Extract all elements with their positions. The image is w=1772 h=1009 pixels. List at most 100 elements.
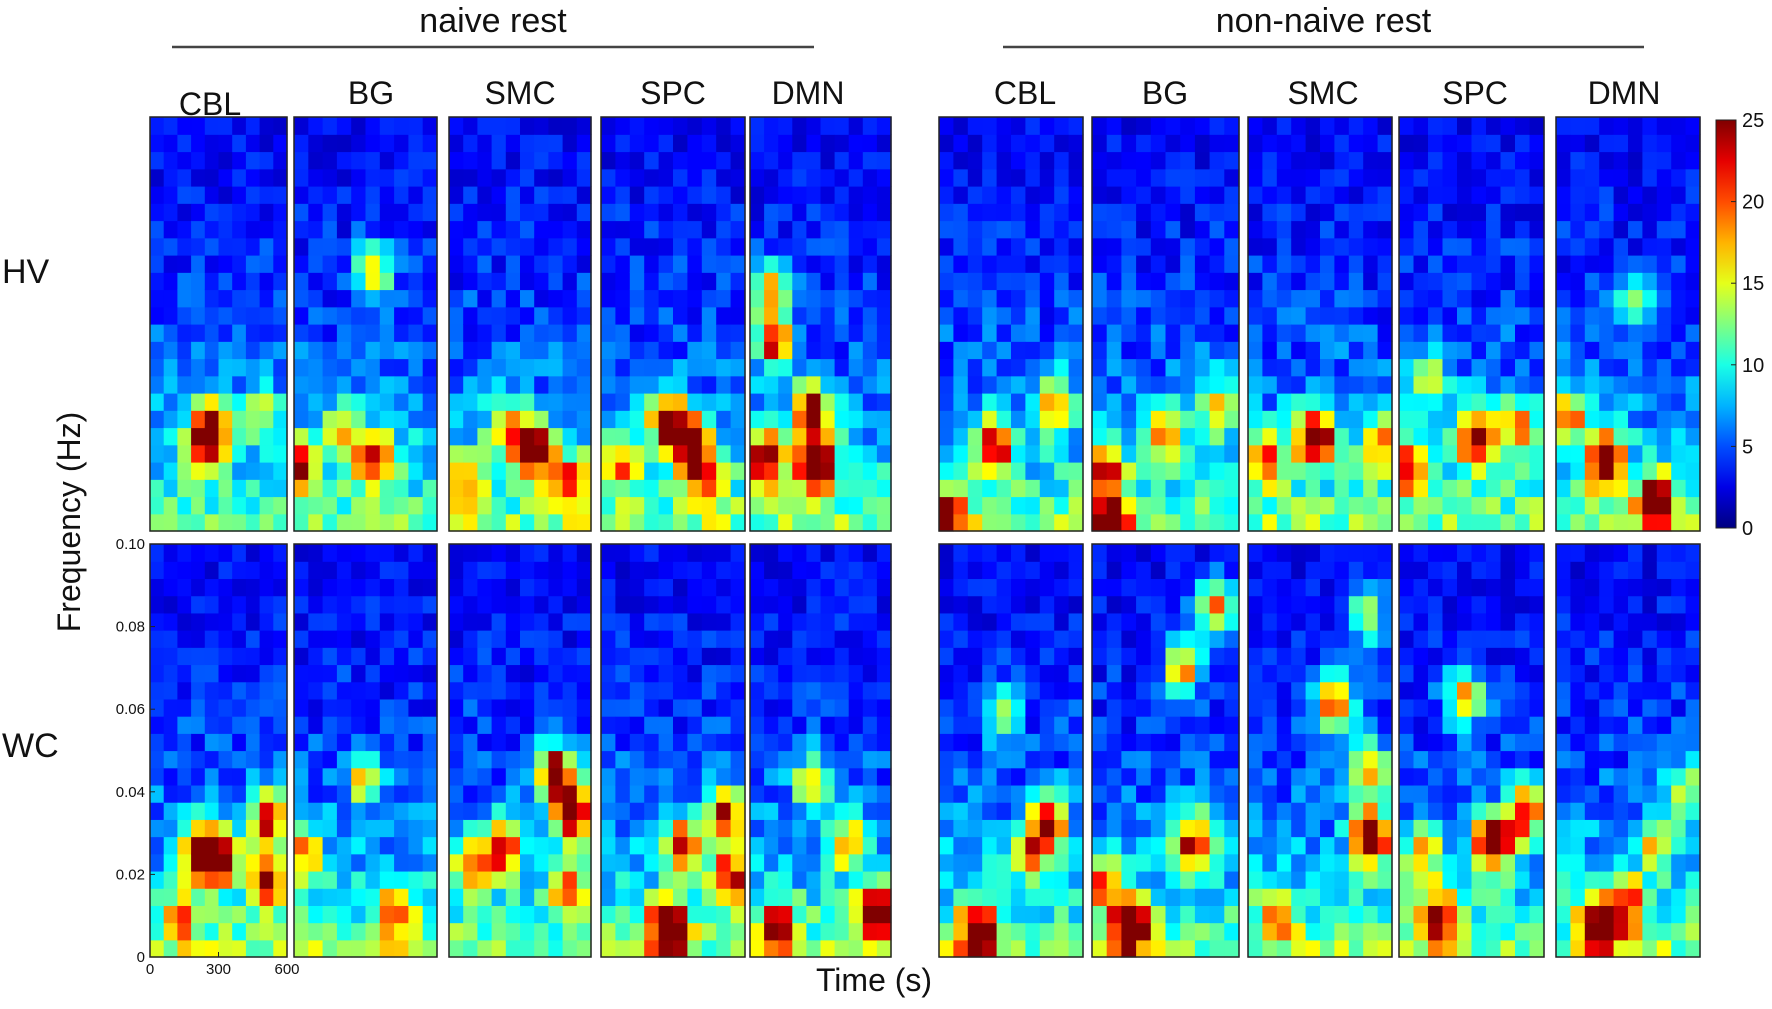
heatmap-cell [1106, 324, 1122, 342]
heatmap-cell [764, 561, 779, 580]
heatmap-cell [1399, 939, 1415, 958]
heatmap-cell [1194, 664, 1211, 683]
heatmap-cell [967, 767, 983, 786]
heatmap-cell [601, 664, 616, 683]
heatmap-cell [232, 462, 247, 480]
heatmap-cell [1377, 358, 1393, 377]
heatmap-cell [394, 324, 409, 342]
heatmap-cell [1320, 733, 1335, 752]
heatmap-cell [232, 358, 247, 377]
heatmap-cell [394, 612, 409, 631]
heatmap-cell [1248, 767, 1263, 786]
heatmap-cell [308, 513, 324, 532]
heatmap-cell [1320, 375, 1335, 394]
heatmap-cell [379, 393, 395, 411]
heatmap-cell [1500, 681, 1516, 700]
heatmap-cell [673, 237, 688, 256]
heatmap-cell [1685, 905, 1701, 924]
heatmap-cell [967, 306, 983, 325]
heatmap-cell [1320, 341, 1335, 360]
heatmap-cell [1276, 612, 1292, 631]
heatmap-cell [1628, 358, 1643, 377]
heatmap-cell [996, 220, 1012, 239]
heatmap-cell [1180, 664, 1196, 683]
heatmap-cell [1180, 630, 1196, 648]
heatmap-cell [1628, 444, 1643, 463]
heatmap-cell [1262, 393, 1278, 411]
heatmap-cell [764, 716, 779, 734]
heatmap-cell [701, 784, 717, 803]
heatmap-cell [1685, 186, 1701, 204]
heatmap-cell [1584, 496, 1600, 515]
heatmap-cell [505, 151, 521, 170]
heatmap-cell [491, 462, 507, 480]
heatmap-cell [1276, 544, 1292, 562]
heatmap-cell [1224, 733, 1240, 752]
heatmap-cell [644, 306, 660, 325]
heatmap-cell [1363, 544, 1379, 562]
heatmap-cell [1556, 819, 1571, 838]
heatmap-cell [204, 870, 220, 889]
heatmap-cell [644, 341, 660, 360]
heatmap-cell [245, 681, 261, 700]
heatmap-cell [1428, 324, 1444, 342]
heatmap-cell [778, 220, 793, 239]
heatmap-cell [273, 870, 288, 889]
heatmap-cell [534, 341, 549, 360]
heatmap-cell [1121, 888, 1137, 906]
heatmap-cell [1106, 716, 1122, 734]
heatmap-cell [1656, 716, 1672, 734]
heatmap-cell [1180, 375, 1196, 394]
heatmap-cell [1363, 186, 1379, 204]
heatmap-cell [232, 324, 247, 342]
heatmap-cell [806, 750, 822, 769]
heatmap-cell [273, 358, 288, 377]
heatmap-cell [673, 134, 688, 153]
heatmap-cell [1276, 306, 1292, 325]
heatmap-cell [658, 237, 674, 256]
heatmap-cell [1363, 427, 1379, 446]
heatmap-cell [1413, 853, 1429, 872]
heatmap-cell [848, 427, 864, 446]
heatmap-cell [1613, 819, 1629, 838]
heatmap-cell [701, 630, 717, 648]
heatmap-cell [629, 716, 645, 734]
heatmap-cell [1180, 306, 1196, 325]
heatmap-cell [764, 168, 779, 187]
heatmap-cell [1570, 151, 1586, 170]
heatmap-cell [876, 237, 892, 256]
heatmap-cell [1642, 289, 1658, 308]
heatmap-cell [1642, 561, 1658, 580]
heatmap-cell [520, 117, 535, 135]
heatmap-cell [379, 220, 395, 239]
heatmap-cell [245, 888, 261, 906]
heatmap-cell [876, 681, 892, 700]
heatmap-cell [1054, 444, 1070, 463]
heatmap-cell [1121, 513, 1137, 532]
heatmap-cell [1656, 888, 1672, 906]
heatmap-cell [1025, 272, 1041, 291]
heatmap-cell [562, 237, 578, 256]
heatmap-cell [1570, 168, 1586, 187]
heatmap-cell [862, 802, 878, 820]
heatmap-cell [351, 922, 367, 941]
heatmap-cell [534, 664, 549, 683]
heatmap-cell [1428, 203, 1444, 222]
heatmap-cell [629, 427, 645, 446]
heatmap-cell [1039, 324, 1055, 342]
heatmap-cell [1025, 427, 1041, 446]
heatmap-cell [701, 544, 717, 562]
heatmap-cell [294, 578, 309, 597]
heatmap-cell [379, 784, 395, 803]
heatmap-cell [1399, 870, 1415, 889]
heatmap-cell [644, 578, 660, 597]
heatmap-cell [477, 393, 493, 411]
heatmap-cell [308, 819, 324, 838]
heatmap-cell [150, 802, 165, 820]
heatmap-cell [177, 117, 192, 135]
heatmap-cell [1054, 220, 1070, 239]
heatmap-cell [1121, 324, 1137, 342]
heatmap-cell [1399, 393, 1415, 411]
heatmap-cell [1515, 289, 1531, 308]
heatmap-cell [245, 870, 261, 889]
